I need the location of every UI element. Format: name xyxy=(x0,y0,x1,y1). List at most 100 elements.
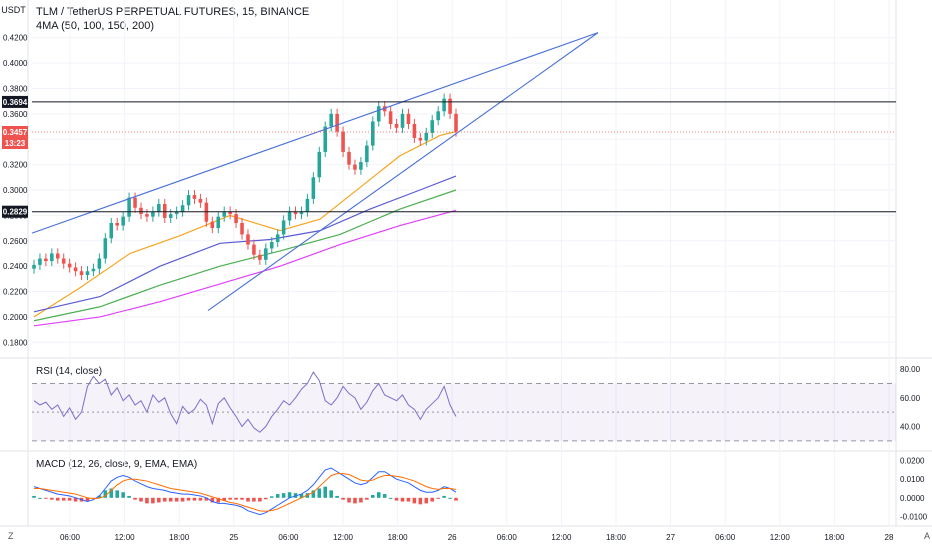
macd-histogram-bar xyxy=(139,497,143,502)
macd-pane xyxy=(32,467,458,516)
candle-body xyxy=(234,214,238,223)
x-tick-label: 25 xyxy=(229,533,238,542)
candle-body xyxy=(139,207,143,215)
macd-tick-label: 0.0200 xyxy=(900,457,925,466)
y-tick-label: 0.3200 xyxy=(3,161,28,170)
candle-body xyxy=(115,223,119,226)
candle-body xyxy=(442,98,446,112)
x-tick-label: 26 xyxy=(448,533,457,542)
macd-histogram-bar xyxy=(180,497,185,502)
candle-body xyxy=(258,254,262,260)
candle-body xyxy=(168,214,173,218)
candle-body xyxy=(67,263,72,268)
candle-body xyxy=(394,124,399,128)
candle-body xyxy=(299,211,304,215)
macd-histogram-bar xyxy=(371,495,375,498)
trend-line xyxy=(31,32,599,234)
candle-body xyxy=(436,111,440,121)
candle-body xyxy=(341,131,345,152)
macd-histogram-bar xyxy=(67,497,72,501)
candle-body xyxy=(186,195,191,206)
candle-body xyxy=(91,268,96,272)
macd-histogram-bar xyxy=(323,486,328,498)
macd-histogram-bar xyxy=(115,490,119,498)
y-tick-label: 0.2400 xyxy=(3,262,28,271)
candle-body xyxy=(38,258,42,265)
macd-histogram-bar xyxy=(174,497,179,502)
candle-body xyxy=(145,214,149,217)
macd-histogram-bar xyxy=(61,497,66,501)
candle-body xyxy=(287,211,292,221)
candle-body xyxy=(85,271,90,276)
x-tick-label: 06:00 xyxy=(278,533,299,542)
horizontal-lines xyxy=(32,101,896,213)
macd-histogram-bar xyxy=(32,495,36,498)
trend-lines xyxy=(31,32,599,312)
candle-body xyxy=(317,151,322,178)
symbol-title: TLM / TetherUS PERPETUAL FUTURES, 15, BI… xyxy=(36,6,310,18)
last-price-tag: 0.3457 xyxy=(3,128,28,137)
rsi-label: RSI (14, close) xyxy=(36,366,103,377)
candle-body xyxy=(329,113,333,127)
macd-histogram-bar xyxy=(430,497,435,502)
y-tick-label: 0.4000 xyxy=(3,59,28,68)
signal-line xyxy=(34,473,457,512)
x-tick-label: 06:00 xyxy=(715,533,736,542)
macd-tick-label: -0.0100 xyxy=(900,512,928,521)
candle-body xyxy=(305,198,310,212)
candle-body xyxy=(371,121,375,146)
macd-histogram-bar xyxy=(353,497,357,504)
y-tick-label: 0.3800 xyxy=(3,84,28,93)
trend-line xyxy=(207,32,599,312)
rsi-pane xyxy=(33,371,457,433)
macd-histogram-bar xyxy=(168,497,173,502)
x-tick-label: 18:00 xyxy=(606,533,627,542)
ma-line-1 xyxy=(33,175,457,313)
candle-body xyxy=(121,216,125,226)
candle-body xyxy=(388,111,393,124)
macd-histogram-bar xyxy=(145,497,149,504)
candle-body xyxy=(204,202,209,222)
candle-body xyxy=(430,120,435,133)
y-tick-label: 0.2600 xyxy=(3,237,28,246)
grid xyxy=(32,0,896,526)
macd-histogram-bar xyxy=(55,497,60,501)
candle-body xyxy=(448,98,452,114)
macd-histogram-bar xyxy=(359,497,363,503)
auto-scale-button[interactable]: A xyxy=(924,531,931,541)
x-tick-label: 18:00 xyxy=(169,533,190,542)
candle-body xyxy=(162,203,167,218)
macd-histogram-bar xyxy=(264,497,268,500)
macd-histogram-bar xyxy=(454,497,458,501)
ma-line-3 xyxy=(33,209,457,327)
macd-histogram-bar xyxy=(317,488,322,498)
y-tick-label: 0.4200 xyxy=(3,34,28,43)
macd-histogram-bar xyxy=(406,497,411,502)
candle-body xyxy=(311,177,316,199)
ma-line-2 xyxy=(33,189,457,322)
macd-histogram-bar xyxy=(222,497,226,501)
last-price-tag-bg xyxy=(2,125,28,138)
candle-body xyxy=(228,211,232,215)
macd-histogram-bar xyxy=(394,497,399,501)
macd-histogram-bar xyxy=(258,497,262,502)
x-tick-label: 12:00 xyxy=(770,533,791,542)
hline2-price-tag: 0.2829 xyxy=(3,208,28,217)
candle-body xyxy=(109,223,114,239)
macd-histogram-bar xyxy=(109,488,114,498)
x-tick-label: 18:00 xyxy=(388,533,409,542)
candle-body xyxy=(174,211,179,215)
macd-histogram-bar xyxy=(216,497,221,503)
hline1-price-tag-bg xyxy=(2,95,28,108)
candle-body xyxy=(103,238,108,259)
candle-body xyxy=(180,205,185,212)
macd-line xyxy=(33,467,457,516)
macd-histogram-bar xyxy=(186,497,191,501)
zoom-button[interactable]: Z xyxy=(8,531,14,541)
candle-body xyxy=(412,124,417,138)
macd-histogram-bar xyxy=(246,497,250,502)
candle-body xyxy=(359,162,363,170)
candle-body xyxy=(269,242,274,249)
ma-line-0 xyxy=(33,131,457,318)
